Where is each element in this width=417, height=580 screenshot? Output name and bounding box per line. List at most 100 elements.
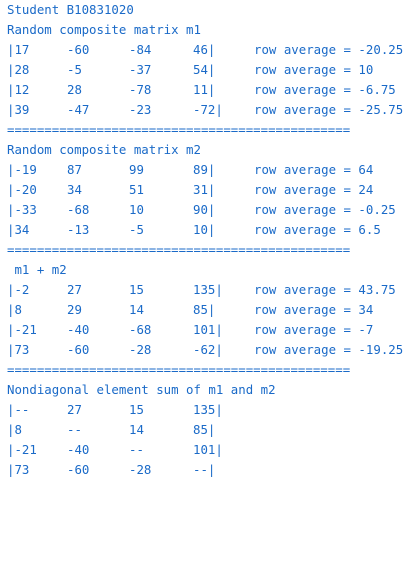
matrix-cell: 85| [193,302,216,317]
row-average: row average = 64 [254,162,374,177]
matrix-cell: -68 [67,202,90,217]
matrix-cell: 54| [193,62,216,77]
matrix-cell: -- [67,422,82,437]
matrix-cell: -72| [193,102,223,117]
matrix-cell: -- [129,442,144,457]
matrix-cell: 51 [129,182,144,197]
matrix-row: |34 -13 -5 10| row average = 6.5 [7,220,381,240]
matrix-cell: -40 [67,442,90,457]
matrix-cell: 34 [67,182,82,197]
matrix-cell: 101| [193,322,223,337]
matrix-cell: |28 [7,62,30,77]
matrix-cell: 27 [67,282,82,297]
matrix-row: |-20 34 51 31| row average = 24 [7,180,373,200]
matrix-cell: 135| [193,402,223,417]
matrix-cell: |-21 [7,442,37,457]
matrix-cell: -13 [67,222,90,237]
separator-line: ========================================… [7,362,351,377]
matrix-cell: 31| [193,182,216,197]
matrix-cell: |73 [7,342,30,357]
matrix-cell: 11| [193,82,216,97]
row-average: row average = -0.25 [254,202,396,217]
section-title-m2: Random composite matrix m2 [7,142,201,157]
separator-line: ========================================… [7,242,351,257]
matrix-row: |8 -- 14 85| [7,420,215,440]
matrix-cell: 89| [193,162,216,177]
matrix-row: |-19 87 99 89| row average = 64 [7,160,373,180]
matrix-row: |39 -47 -23 -72| row average = -25.75 [7,100,403,120]
row-average: row average = 10 [254,62,374,77]
matrix-cell: 99 [129,162,144,177]
matrix-cell: -60 [67,342,90,357]
matrix-row: |73 -60 -28 -62| row average = -19.25 [7,340,403,360]
row-average: row average = 6.5 [254,222,381,237]
matrix-cell: |-20 [7,182,37,197]
row-average: row average = 43.75 [254,282,396,297]
matrix-cell: 10 [129,202,144,217]
matrix-cell: 27 [67,402,82,417]
matrix-row: |12 28 -78 11| row average = -6.75 [7,80,396,100]
row-average: row average = -7 [254,322,374,337]
matrix-cell: 14 [129,302,144,317]
section-title-sum: m1 + m2 [7,262,67,277]
matrix-cell: --| [193,462,216,477]
matrix-cell: |8 [7,422,22,437]
matrix-cell: |17 [7,42,30,57]
row-average: row average = -20.25 [254,42,404,57]
separator-line: ========================================… [7,122,351,137]
matrix-cell: 85| [193,422,216,437]
matrix-cell: -84 [129,42,152,57]
row-average: row average = -6.75 [254,82,396,97]
matrix-cell: -5 [67,62,82,77]
matrix-cell: 135| [193,282,223,297]
section-title-m1: Random composite matrix m1 [7,22,201,37]
matrix-cell: |-2 [7,282,30,297]
matrix-cell: -5 [129,222,144,237]
matrix-row: |73 -60 -28 --| [7,460,215,480]
matrix-row: |8 29 14 85| row average = 34 [7,300,373,320]
matrix-cell: |12 [7,82,30,97]
matrix-cell: 29 [67,302,82,317]
row-average: row average = 34 [254,302,374,317]
section-title-nondiagonal: Nondiagonal element sum of m1 and m2 [7,382,276,397]
matrix-cell: 14 [129,422,144,437]
matrix-row: |-33 -68 10 90| row average = -0.25 [7,200,396,220]
matrix-row: |-- 27 15 135| [7,400,223,420]
matrix-cell: -40 [67,322,90,337]
matrix-row: |-21 -40 -- 101| [7,440,223,460]
matrix-cell: 90| [193,202,216,217]
matrix-cell: 10| [193,222,216,237]
console-output: Student B10831020 Random composite matri… [7,2,403,480]
matrix-cell: -60 [67,42,90,57]
matrix-cell: -23 [129,102,152,117]
matrix-cell: -47 [67,102,90,117]
matrix-cell: -68 [129,322,152,337]
matrix-cell: -37 [129,62,152,77]
matrix-cell: |-21 [7,322,37,337]
matrix-row: |28 -5 -37 54| row average = 10 [7,60,373,80]
matrix-cell: 46| [193,42,216,57]
row-average: row average = 24 [254,182,374,197]
row-average: row average = -19.25 [254,342,404,357]
matrix-cell: 87 [67,162,82,177]
matrix-cell: |-19 [7,162,37,177]
matrix-cell: |-- [7,402,30,417]
matrix-cell: 15 [129,282,144,297]
matrix-row: |-2 27 15 135| row average = 43.75 [7,280,396,300]
matrix-cell: 101| [193,442,223,457]
matrix-cell: -62| [193,342,223,357]
matrix-cell: -28 [129,342,152,357]
matrix-cell: |-33 [7,202,37,217]
matrix-cell: |8 [7,302,22,317]
matrix-row: |-21 -40 -68 101| row average = -7 [7,320,373,340]
matrix-cell: 15 [129,402,144,417]
matrix-cell: |73 [7,462,30,477]
matrix-cell: -60 [67,462,90,477]
student-id-line: Student B10831020 [7,2,134,17]
matrix-cell: 28 [67,82,82,97]
matrix-cell: -28 [129,462,152,477]
row-average: row average = -25.75 [254,102,404,117]
matrix-cell: |39 [7,102,30,117]
matrix-row: |17 -60 -84 46| row average = -20.25 [7,40,403,60]
matrix-cell: |34 [7,222,30,237]
